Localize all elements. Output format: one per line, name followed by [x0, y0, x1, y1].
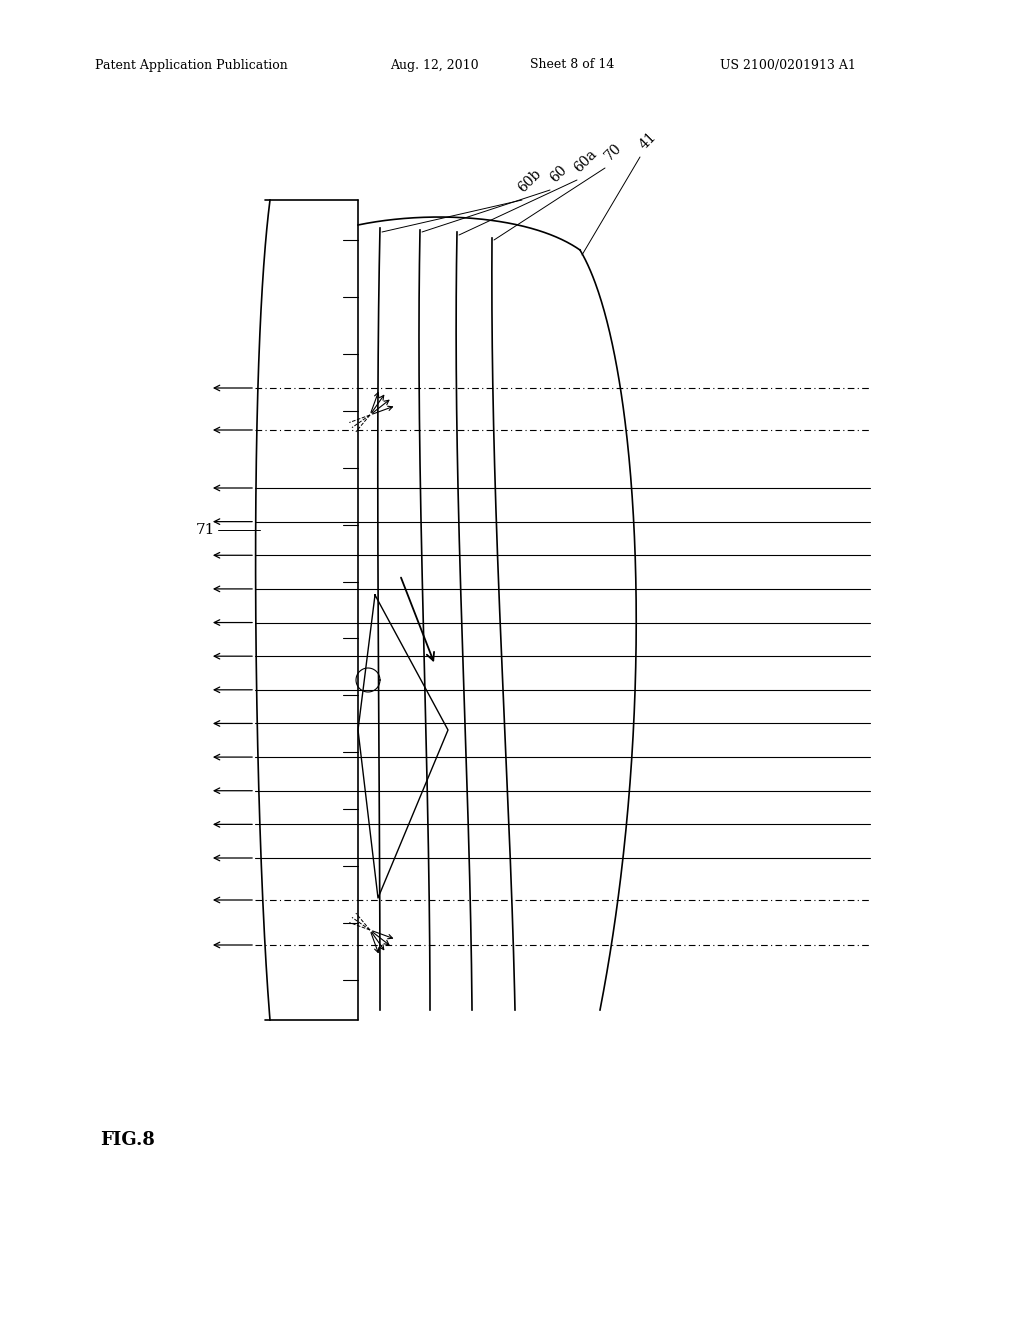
Text: 41: 41 — [637, 129, 659, 152]
Text: 60b: 60b — [516, 166, 545, 195]
Text: FIG.8: FIG.8 — [100, 1131, 155, 1148]
Text: US 2100/0201913 A1: US 2100/0201913 A1 — [720, 58, 856, 71]
Text: 71: 71 — [196, 523, 215, 537]
Text: 70: 70 — [602, 141, 625, 162]
Text: 60a: 60a — [571, 147, 599, 176]
Text: Aug. 12, 2010: Aug. 12, 2010 — [390, 58, 478, 71]
Text: Sheet 8 of 14: Sheet 8 of 14 — [530, 58, 614, 71]
Text: 60: 60 — [547, 162, 569, 185]
Text: Patent Application Publication: Patent Application Publication — [95, 58, 288, 71]
